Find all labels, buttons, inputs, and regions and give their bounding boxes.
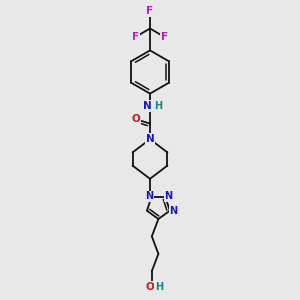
Text: H: H (155, 282, 164, 292)
Text: F: F (132, 32, 139, 42)
Text: N: N (145, 191, 153, 201)
Text: O: O (146, 282, 154, 292)
Text: F: F (161, 32, 168, 42)
Text: H: H (154, 101, 163, 111)
Text: F: F (146, 6, 154, 16)
Text: N: N (146, 134, 154, 144)
Text: N: N (143, 101, 152, 111)
Text: O: O (131, 114, 140, 124)
Text: N: N (164, 191, 172, 201)
Text: N: N (169, 206, 178, 216)
